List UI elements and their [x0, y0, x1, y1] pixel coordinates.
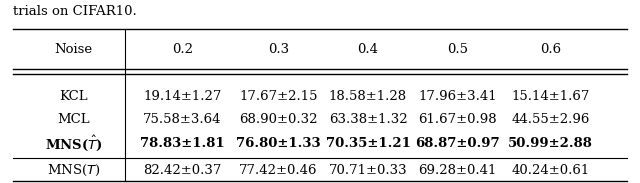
Text: 77.42±0.46: 77.42±0.46	[239, 164, 317, 177]
Text: 63.38±1.32: 63.38±1.32	[329, 113, 407, 126]
Text: 82.42±0.37: 82.42±0.37	[143, 164, 221, 177]
Text: MCL: MCL	[58, 113, 90, 126]
Text: 0.4: 0.4	[358, 43, 378, 56]
Text: 0.3: 0.3	[268, 43, 289, 56]
Text: 17.96±3.41: 17.96±3.41	[419, 89, 497, 103]
Text: 70.35±1.21: 70.35±1.21	[326, 137, 410, 150]
Text: 68.87±0.97: 68.87±0.97	[415, 137, 500, 150]
Text: 68.90±0.32: 68.90±0.32	[239, 113, 317, 126]
Text: 18.58±1.28: 18.58±1.28	[329, 89, 407, 103]
Text: 61.67±0.98: 61.67±0.98	[419, 113, 497, 126]
Text: trials on CIFAR10.: trials on CIFAR10.	[13, 5, 136, 18]
Text: 44.55±2.96: 44.55±2.96	[511, 113, 589, 126]
Text: 70.71±0.33: 70.71±0.33	[329, 164, 407, 177]
Text: 17.67±2.15: 17.67±2.15	[239, 89, 317, 103]
Text: 75.58±3.64: 75.58±3.64	[143, 113, 221, 126]
Text: 0.2: 0.2	[172, 43, 193, 56]
Text: 0.6: 0.6	[540, 43, 561, 56]
Text: 69.28±0.41: 69.28±0.41	[419, 164, 497, 177]
Text: MNS($\hat{T}$): MNS($\hat{T}$)	[45, 134, 102, 153]
Text: 0.5: 0.5	[447, 43, 468, 56]
Text: 78.83±1.81: 78.83±1.81	[140, 137, 225, 150]
Text: 19.14±1.27: 19.14±1.27	[143, 89, 221, 103]
Text: MNS($T$): MNS($T$)	[47, 163, 100, 178]
Text: 40.24±0.61: 40.24±0.61	[511, 164, 589, 177]
Text: 50.99±2.88: 50.99±2.88	[508, 137, 593, 150]
Text: KCL: KCL	[60, 89, 88, 103]
Text: Noise: Noise	[54, 43, 93, 56]
Text: 15.14±1.67: 15.14±1.67	[511, 89, 589, 103]
Text: 76.80±1.33: 76.80±1.33	[236, 137, 321, 150]
